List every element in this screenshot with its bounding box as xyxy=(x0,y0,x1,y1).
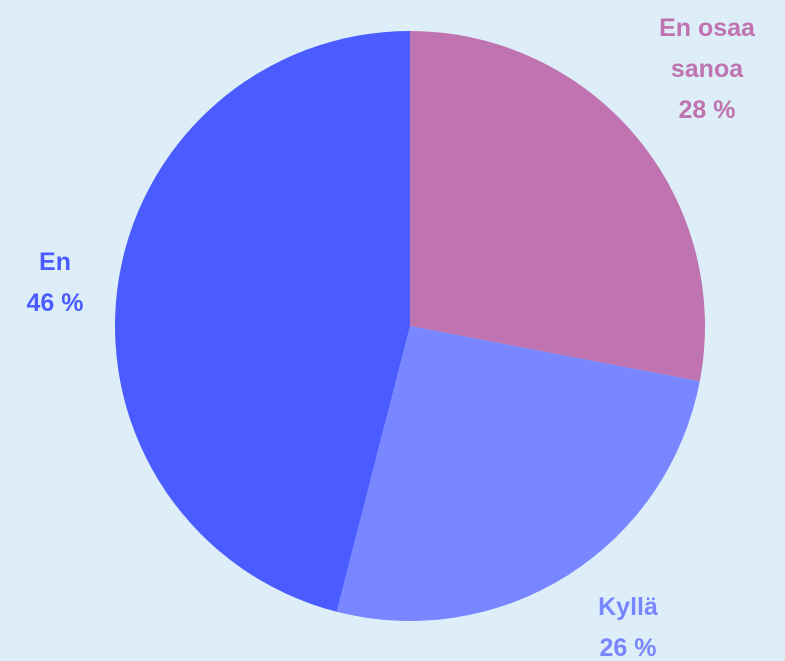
category-label: En xyxy=(39,248,71,276)
pie-slice xyxy=(410,31,705,382)
slice-label: En osaa sanoa 28 % xyxy=(642,8,772,131)
slice-label: Kyllä 26 % xyxy=(563,587,693,661)
pie-slice xyxy=(114,31,410,612)
category-label: En osaa sanoa xyxy=(659,14,755,83)
value-label: 46 % xyxy=(26,289,84,317)
slice-label: En 46 % xyxy=(0,242,120,324)
category-label: Kyllä xyxy=(598,593,658,621)
value-label: 26 % xyxy=(599,634,657,661)
value-label: 28 % xyxy=(678,96,736,124)
pie-slice xyxy=(336,326,700,621)
